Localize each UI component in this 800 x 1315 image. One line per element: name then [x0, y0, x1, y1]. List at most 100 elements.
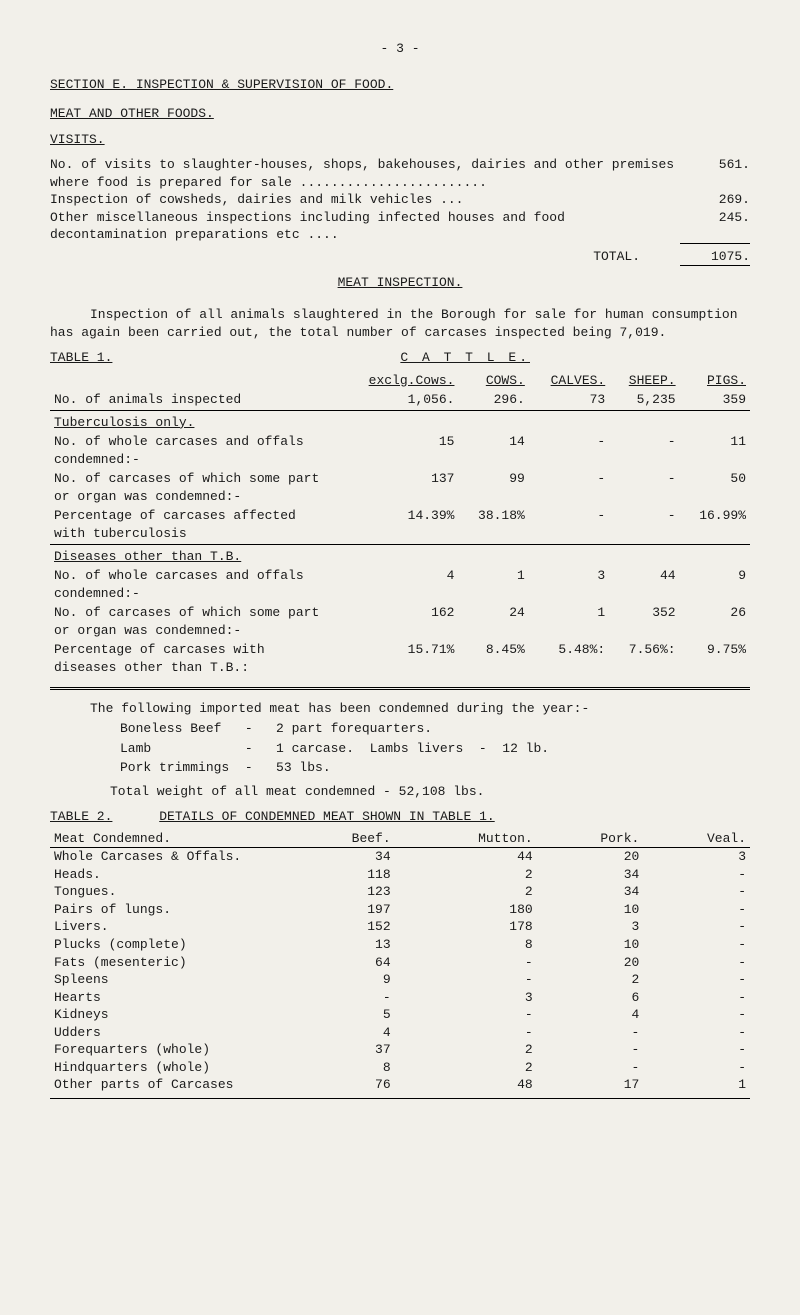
table-row: Pairs of lungs.19718010- [50, 901, 750, 919]
table-cell: - [643, 1059, 750, 1077]
table-1: exclg.Cows. COWS. CALVES. SHEEP. PIGS. N… [50, 371, 750, 678]
visits-total-label: TOTAL. [593, 248, 640, 267]
t1-head-pigs: PIGS. [680, 371, 750, 391]
t1-r2-c1: 137 [338, 469, 458, 506]
cattle-header: C A T T L E. [400, 349, 530, 367]
t1-r4-c1: 4 [338, 566, 458, 603]
meat-other-foods-title: MEAT AND OTHER FOODS. [50, 105, 750, 123]
t1-inspected-c4: 5,235 [609, 390, 679, 410]
import-para: The following imported meat has been con… [50, 700, 750, 718]
table-row: Spleens9-2- [50, 971, 750, 989]
t1-inspected-label: No. of animals inspected [50, 390, 338, 410]
t1-r5-label: No. of carcases of which some part or or… [50, 603, 338, 640]
t1-head-calves: CALVES. [529, 371, 609, 391]
visits-val-1: 561. [680, 156, 750, 191]
table-cell: Whole Carcases & Offals. [50, 848, 288, 866]
t1-r6-c5: 9.75% [680, 640, 750, 677]
t1-r2-c5: 50 [680, 469, 750, 506]
table-cell: 2 [395, 1041, 537, 1059]
t1-r1-label: No. of whole carcases and offals condemn… [50, 432, 338, 469]
t1-r3-c5: 16.99% [680, 506, 750, 544]
table-cell: 178 [395, 918, 537, 936]
visits-line-3: Other miscellaneous inspections includin… [50, 209, 680, 244]
table-cell: 20 [537, 848, 644, 866]
table-cell: - [537, 1024, 644, 1042]
t1-head-exclg: exclg.Cows. [338, 371, 458, 391]
t1-r2-c2: 99 [458, 469, 528, 506]
table-row: Kidneys5-4- [50, 1006, 750, 1024]
visits-block: No. of visits to slaughter-houses, shops… [50, 156, 750, 266]
table-cell: 44 [395, 848, 537, 866]
t1-tb-only-label: Tuberculosis only. [50, 413, 338, 433]
table-cell: Pairs of lungs. [50, 901, 288, 919]
table-cell: 5 [288, 1006, 395, 1024]
t2-head-c1: Beef. [288, 830, 395, 848]
table-cell: 152 [288, 918, 395, 936]
table-row: Hindquarters (whole)82-- [50, 1059, 750, 1077]
table-2-title: DETAILS OF CONDEMNED MEAT SHOWN IN TABLE… [159, 809, 494, 824]
table-cell: - [643, 954, 750, 972]
table-cell: 37 [288, 1041, 395, 1059]
table-cell: 8 [395, 936, 537, 954]
table-row: Plucks (complete)13810- [50, 936, 750, 954]
table-cell: - [537, 1041, 644, 1059]
t1-r3-c2: 38.18% [458, 506, 528, 544]
t1-r5-c2: 24 [458, 603, 528, 640]
t1-inspected-c1: 1,056. [338, 390, 458, 410]
t1-r3-c1: 14.39% [338, 506, 458, 544]
t1-r4-c2: 1 [458, 566, 528, 603]
table-cell: Forequarters (whole) [50, 1041, 288, 1059]
table-cell: Plucks (complete) [50, 936, 288, 954]
table-row: Hearts-36- [50, 989, 750, 1007]
t2-head-c4: Veal. [643, 830, 750, 848]
table-cell: 9 [288, 971, 395, 989]
import-line-3: Pork trimmings - 53 lbs. [120, 759, 750, 777]
imported-meat-block: The following imported meat has been con… [50, 700, 750, 800]
table-cell: 8 [288, 1059, 395, 1077]
table-row: Other parts of Carcases7648171 [50, 1076, 750, 1094]
table-row: Udders4--- [50, 1024, 750, 1042]
table-cell: Hearts [50, 989, 288, 1007]
table-cell: 10 [537, 901, 644, 919]
meat-inspection-para: Inspection of all animals slaughtered in… [50, 306, 750, 341]
table-cell: - [643, 1024, 750, 1042]
table-cell: - [395, 1024, 537, 1042]
t1-r5-c1: 162 [338, 603, 458, 640]
table-cell: 64 [288, 954, 395, 972]
table-cell: 197 [288, 901, 395, 919]
table-cell: 34 [537, 866, 644, 884]
t1-inspected-c5: 359 [680, 390, 750, 410]
table-cell: 4 [288, 1024, 395, 1042]
visits-total-val: 1075. [680, 248, 750, 267]
table-cell: 180 [395, 901, 537, 919]
table-cell: Udders [50, 1024, 288, 1042]
table-cell: 2 [395, 1059, 537, 1077]
table-cell: - [395, 971, 537, 989]
t1-r1-c1: 15 [338, 432, 458, 469]
t1-inspected-c3: 73 [529, 390, 609, 410]
table-cell: 2 [537, 971, 644, 989]
visits-title: VISITS. [50, 131, 750, 149]
table-cell: 2 [395, 866, 537, 884]
table-cell: - [643, 971, 750, 989]
t1-r3-c3: - [529, 506, 609, 544]
import-total: Total weight of all meat condemned - 52,… [50, 783, 750, 801]
table-row: Forequarters (whole)372-- [50, 1041, 750, 1059]
table-cell: - [643, 989, 750, 1007]
t1-r1-c4: - [609, 432, 679, 469]
table-cell: Other parts of Carcases [50, 1076, 288, 1094]
table-2-label: TABLE 2. [50, 809, 112, 824]
table-cell: - [537, 1059, 644, 1077]
table-cell: 20 [537, 954, 644, 972]
t1-r4-c3: 3 [529, 566, 609, 603]
table-cell: - [395, 954, 537, 972]
t1-inspected-c2: 296. [458, 390, 528, 410]
table-cell: Spleens [50, 971, 288, 989]
t2-head-c2: Mutton. [395, 830, 537, 848]
table-cell: 17 [537, 1076, 644, 1094]
table-2: Meat Condemned. Beef. Mutton. Pork. Veal… [50, 830, 750, 1094]
table-cell: - [643, 936, 750, 954]
table-cell: 76 [288, 1076, 395, 1094]
table-cell: 4 [537, 1006, 644, 1024]
table-cell: - [643, 1006, 750, 1024]
